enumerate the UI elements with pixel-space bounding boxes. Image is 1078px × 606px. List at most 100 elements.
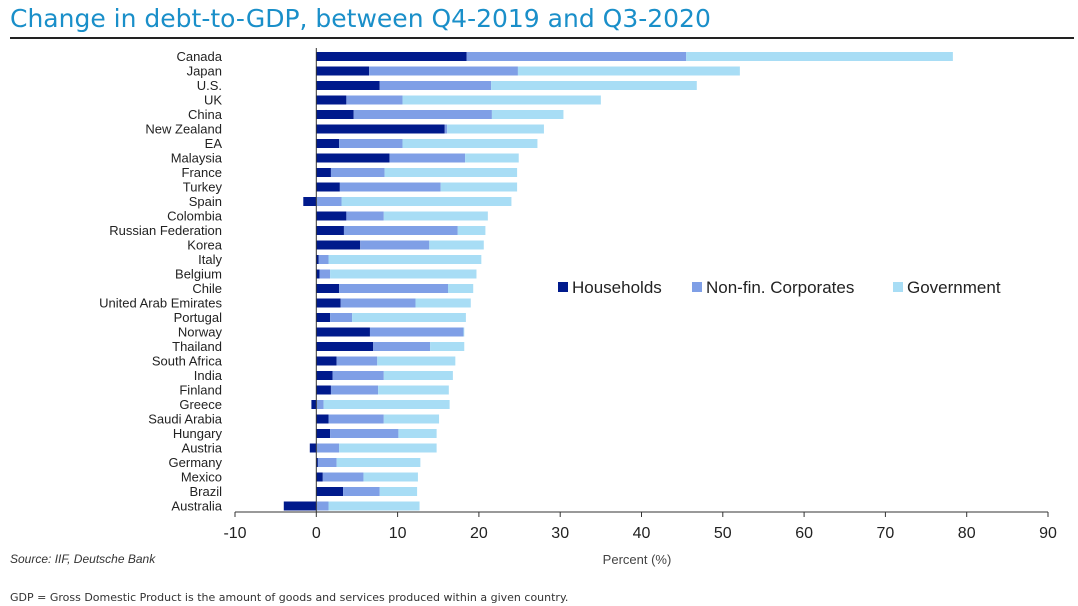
bar-segment-non-fin-corporates xyxy=(360,240,430,250)
bar-segment-non-fin-corporates xyxy=(466,52,687,61)
category-label: Greece xyxy=(179,397,222,412)
bar-segment-non-fin-corporates xyxy=(340,298,416,308)
bar-segment-non-fin-corporates xyxy=(316,400,324,409)
bar-segment-government xyxy=(463,327,465,337)
bar-segment-households xyxy=(316,168,331,177)
bar-segment-government xyxy=(383,211,488,221)
bar-segment-non-fin-corporates xyxy=(339,284,449,293)
bar-segment-households xyxy=(311,400,317,409)
bar-segment-non-fin-corporates xyxy=(343,226,458,235)
legend-swatch xyxy=(893,282,903,292)
bar-segment-households xyxy=(316,66,370,76)
bar-segment-non-fin-corporates xyxy=(369,66,518,76)
bar-segment-households xyxy=(316,226,344,235)
bar-segment-government xyxy=(465,153,519,163)
bar-segment-non-fin-corporates xyxy=(379,81,492,90)
bar-segment-households xyxy=(316,385,331,395)
bar-segment-non-fin-corporates xyxy=(346,95,403,105)
category-label: New Zealand xyxy=(145,122,222,137)
legend-label: Government xyxy=(907,278,1001,297)
bar-segment-non-fin-corporates xyxy=(369,327,464,337)
category-label: Germany xyxy=(169,455,223,470)
x-axis-title: Percent (%) xyxy=(603,552,672,567)
bar-segment-non-fin-corporates xyxy=(319,269,331,279)
category-label: Mexico xyxy=(181,470,222,485)
category-label: Australia xyxy=(171,499,222,514)
category-label: Canada xyxy=(176,49,222,64)
bars-group xyxy=(283,52,953,511)
bar-segment-government xyxy=(447,124,544,134)
legend-swatch xyxy=(558,282,568,292)
bar-segment-government xyxy=(363,472,418,482)
bar-segment-households xyxy=(316,313,331,322)
category-label: Thailand xyxy=(172,339,222,354)
bar-segment-households xyxy=(316,153,390,163)
category-label: Spain xyxy=(189,194,222,209)
category-label: China xyxy=(188,107,223,122)
x-tick-label: 0 xyxy=(312,525,321,542)
x-tick-label: 20 xyxy=(470,525,488,542)
bar-segment-non-fin-corporates xyxy=(353,110,492,119)
legend-label: Households xyxy=(572,278,662,297)
x-tick-label: 40 xyxy=(633,525,651,542)
bar-segment-households xyxy=(316,95,347,105)
bar-segment-households xyxy=(316,472,323,482)
category-label: UK xyxy=(204,93,222,108)
bar-segment-households xyxy=(316,182,340,192)
category-label: Brazil xyxy=(189,484,222,499)
bar-segment-households xyxy=(316,139,340,148)
bar-segment-non-fin-corporates xyxy=(330,429,399,438)
category-label: Turkey xyxy=(183,180,223,195)
category-label: Japan xyxy=(187,64,222,79)
x-tick-label: 60 xyxy=(795,525,813,542)
bar-segment-non-fin-corporates xyxy=(339,182,441,192)
bar-segment-households xyxy=(316,81,380,90)
bar-segment-households xyxy=(316,356,337,366)
bar-segment-non-fin-corporates xyxy=(317,458,337,467)
bar-segment-households xyxy=(316,110,354,119)
category-label: Hungary xyxy=(173,426,223,441)
bar-segment-non-fin-corporates xyxy=(389,153,466,163)
category-label: Colombia xyxy=(167,209,223,224)
bar-segment-households xyxy=(316,240,361,250)
category-label: Austria xyxy=(182,441,223,456)
bar-segment-non-fin-corporates xyxy=(373,342,431,351)
bar-segment-households xyxy=(303,197,317,206)
bar-segment-non-fin-corporates xyxy=(316,501,329,511)
bar-segment-non-fin-corporates xyxy=(330,385,379,395)
category-label: Malaysia xyxy=(171,151,223,166)
bar-segment-households xyxy=(316,255,319,264)
bar-segment-government xyxy=(379,487,418,496)
x-tick-label: 80 xyxy=(958,525,976,542)
bar-segment-government xyxy=(341,197,512,206)
bar-segment-government xyxy=(491,110,564,119)
bar-segment-non-fin-corporates xyxy=(328,414,384,424)
bar-segment-government xyxy=(328,255,482,264)
bar-segment-households xyxy=(316,211,347,221)
bar-segment-non-fin-corporates xyxy=(339,139,403,148)
bar-segment-government xyxy=(383,414,440,424)
x-tick-label: 70 xyxy=(877,525,895,542)
bar-segment-non-fin-corporates xyxy=(330,168,385,177)
category-label: United Arab Emirates xyxy=(99,296,222,311)
bar-segment-households xyxy=(316,298,341,308)
bar-segment-government xyxy=(457,226,486,235)
category-label: Italy xyxy=(198,252,222,267)
category-label: Saudi Arabia xyxy=(148,412,222,427)
bar-segment-government xyxy=(328,501,420,511)
bar-segment-non-fin-corporates xyxy=(330,313,353,322)
category-label: Norway xyxy=(178,325,223,340)
x-tick-label: 90 xyxy=(1039,525,1057,542)
bar-segment-households xyxy=(316,52,467,61)
category-label: Korea xyxy=(187,238,222,253)
bar-segment-non-fin-corporates xyxy=(318,255,329,264)
bar-segment-government xyxy=(517,66,740,76)
x-tick-label: 10 xyxy=(389,525,407,542)
legend-label: Non-fin. Corporates xyxy=(706,278,854,297)
category-label: South Africa xyxy=(152,354,223,369)
bar-segment-government xyxy=(402,95,601,105)
bar-segment-government xyxy=(384,168,518,177)
x-tick-label: -10 xyxy=(223,525,246,542)
